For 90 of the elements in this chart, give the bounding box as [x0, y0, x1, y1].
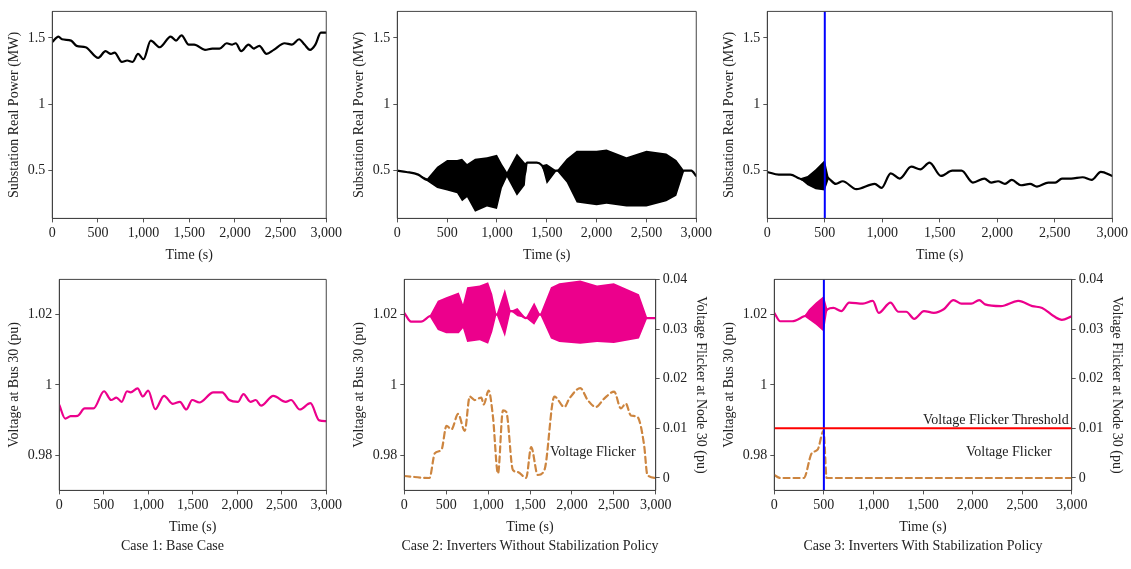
y-axis-title: Voltage at Bus 30 (pu)	[351, 321, 368, 448]
y-tick-label: 0.98	[372, 446, 398, 462]
x-tick-label: 1,500	[177, 497, 209, 513]
x-tick-label: 0	[48, 225, 56, 241]
y-axis-title: Substation Real Power (MW)	[351, 31, 368, 198]
x-axis-title: Time (s)	[165, 247, 214, 264]
y2-tick-label: 0	[1078, 469, 1086, 485]
x-axis-title: Time (s)	[523, 247, 571, 264]
y-tick-label: 1	[753, 95, 761, 111]
y-axis-title: Substation Real Power (MW)	[721, 31, 738, 198]
x-tick-label: 1,500	[924, 225, 956, 241]
series-label: Voltage Flicker	[550, 444, 637, 460]
y2-tick-label: 0.01	[1078, 420, 1104, 436]
x-axis-title: Time (s)	[916, 247, 964, 264]
x-tick-label: 3,000	[639, 497, 672, 513]
x-tick-label: 500	[93, 497, 115, 513]
y2-tick-label: 0.04	[662, 271, 688, 287]
y-axis-title: Voltage at Bus 30 (pu)	[6, 321, 23, 448]
x-tick-label: 1,500	[173, 225, 206, 241]
x-tick-label: 1,500	[531, 225, 563, 241]
x-tick-label: 2,500	[1039, 225, 1071, 241]
x-axis-title: Time (s)	[899, 519, 947, 536]
y-tick-label: 1	[383, 95, 391, 111]
series-label: Voltage Flicker	[966, 444, 1053, 460]
x-tick-label: 2,000	[580, 225, 613, 241]
y-tick-label: 1	[38, 95, 46, 111]
x-axis-title: Time (s)	[506, 519, 554, 536]
y-tick-label: 0.98	[742, 446, 768, 462]
x-tick-label: 1,000	[132, 497, 165, 513]
y-tick-label: 1.5	[742, 29, 761, 45]
y-tick-label: 1.02	[742, 306, 768, 322]
x-tick-label: 3,000	[680, 225, 712, 241]
y-tick-label: 1.02	[27, 306, 53, 322]
y-tick-label: 0.5	[27, 162, 46, 178]
x-tick-label: 3,000	[310, 497, 342, 513]
y-tick-label: 1	[45, 376, 53, 392]
y-tick-label: 1.5	[372, 29, 391, 45]
y2-tick-label: 0.02	[662, 370, 688, 386]
y2-tick-label: 0	[662, 469, 670, 485]
x-tick-label: 0	[763, 225, 771, 241]
x-tick-label: 500	[435, 497, 457, 513]
ref-line-label: Voltage Flicker Threshold	[923, 412, 1069, 428]
x-tick-label: 1,500	[514, 497, 546, 513]
x-tick-label: 1,000	[472, 497, 504, 513]
y2-tick-label: 0.03	[1078, 320, 1104, 336]
x-tick-label: 0	[770, 497, 778, 513]
x-tick-label: 0	[55, 497, 63, 513]
x-tick-label: 2,500	[630, 225, 663, 241]
x-tick-label: 1,000	[127, 225, 160, 241]
x-tick-label: 500	[87, 225, 109, 241]
x-tick-label: 3,000	[1055, 497, 1088, 513]
x-tick-label: 2,500	[266, 497, 298, 513]
y-tick-label: 1	[390, 376, 398, 392]
text: Case 1: Base Case	[120, 538, 225, 554]
x-tick-label: 1,000	[857, 497, 890, 513]
x-tick-label: 500	[814, 225, 836, 241]
y-tick-label: 1	[760, 376, 768, 392]
y2-axis-title: Voltage Flicker at Node 30 (pu)	[1108, 296, 1125, 474]
y-tick-label: 1.5	[27, 29, 46, 45]
y-tick-label: 0.5	[372, 162, 391, 178]
x-tick-label: 2,500	[598, 497, 630, 513]
x-tick-label: 1,000	[481, 225, 513, 241]
x-tick-label: 2,500	[1006, 497, 1038, 513]
x-tick-label: 2,000	[981, 225, 1014, 241]
x-tick-label: 2,000	[219, 225, 251, 241]
x-tick-label: 2,000	[221, 497, 254, 513]
x-tick-label: 3,000	[1096, 225, 1128, 241]
x-tick-label: 0	[393, 225, 401, 241]
x-axis-title: Time (s)	[169, 519, 217, 536]
y-tick-label: 0.98	[27, 446, 53, 462]
y2-tick-label: 0.01	[662, 420, 688, 436]
text: Case 3: Inverters With Stabilization Policy	[802, 538, 1044, 554]
x-tick-label: 2,500	[264, 225, 297, 241]
x-tick-label: 500	[436, 225, 458, 241]
x-tick-label: 1,000	[866, 225, 899, 241]
y-axis-title: Voltage at Bus 30 (pu)	[721, 321, 738, 448]
x-tick-label: 1,500	[907, 497, 939, 513]
y2-tick-label: 0.04	[1078, 271, 1104, 287]
y-axis-title: Substation Real Power (MW)	[6, 31, 23, 198]
text: Case 2: Inverters Without Stabilization Policy	[400, 538, 660, 554]
x-tick-label: 2,000	[956, 497, 989, 513]
x-tick-label: 500	[813, 497, 835, 513]
y2-tick-label: 0.02	[1078, 370, 1104, 386]
x-tick-label: 2,000	[556, 497, 588, 513]
y-tick-label: 1.02	[372, 306, 398, 322]
x-tick-label: 3,000	[310, 225, 342, 241]
y-tick-label: 0.5	[742, 162, 761, 178]
x-tick-label: 0	[400, 497, 408, 513]
y2-axis-title: Voltage Flicker at Node 30 (pu)	[692, 296, 709, 474]
y2-tick-label: 0.03	[662, 320, 688, 336]
